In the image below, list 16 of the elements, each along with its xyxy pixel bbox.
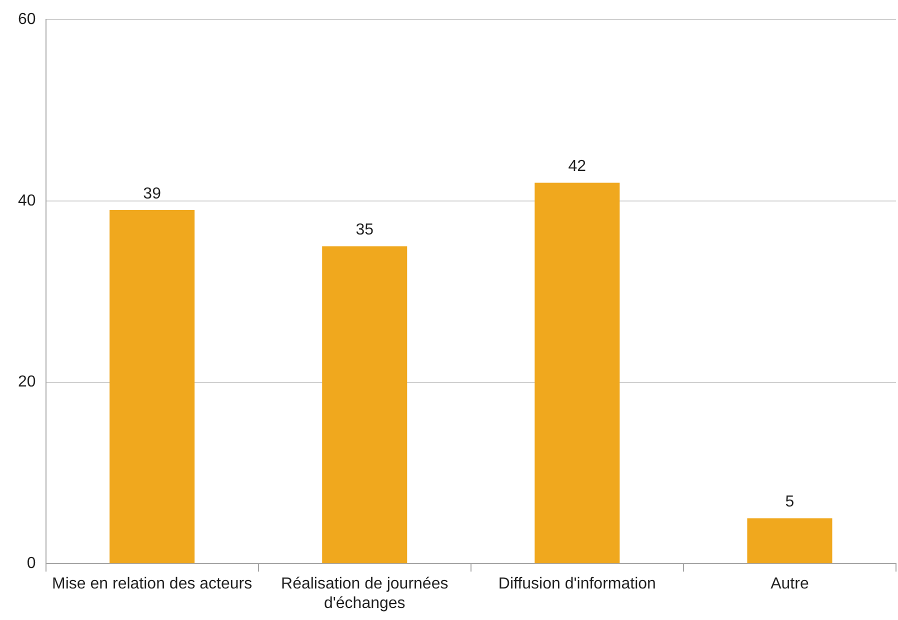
data-label: 35 (356, 222, 374, 239)
x-tick-label: Autre (770, 576, 809, 593)
y-tick-label: 60 (18, 11, 36, 28)
y-tick-label: 0 (26, 555, 36, 572)
y-tick-label: 40 (18, 192, 36, 210)
data-label: 42 (568, 158, 586, 176)
x-tick-label: Diffusion d'information (498, 576, 656, 593)
bar (747, 518, 832, 564)
y-tick-label: 20 (18, 374, 36, 391)
bar (110, 210, 195, 564)
x-tick-label: Réalisation de journées d'échanges (281, 576, 448, 612)
x-tick-label: Mise en relation des acteurs (52, 576, 252, 593)
data-label: 39 (143, 185, 162, 202)
data-label: 5 (785, 494, 794, 511)
bar (534, 182, 620, 564)
bar (322, 246, 408, 564)
